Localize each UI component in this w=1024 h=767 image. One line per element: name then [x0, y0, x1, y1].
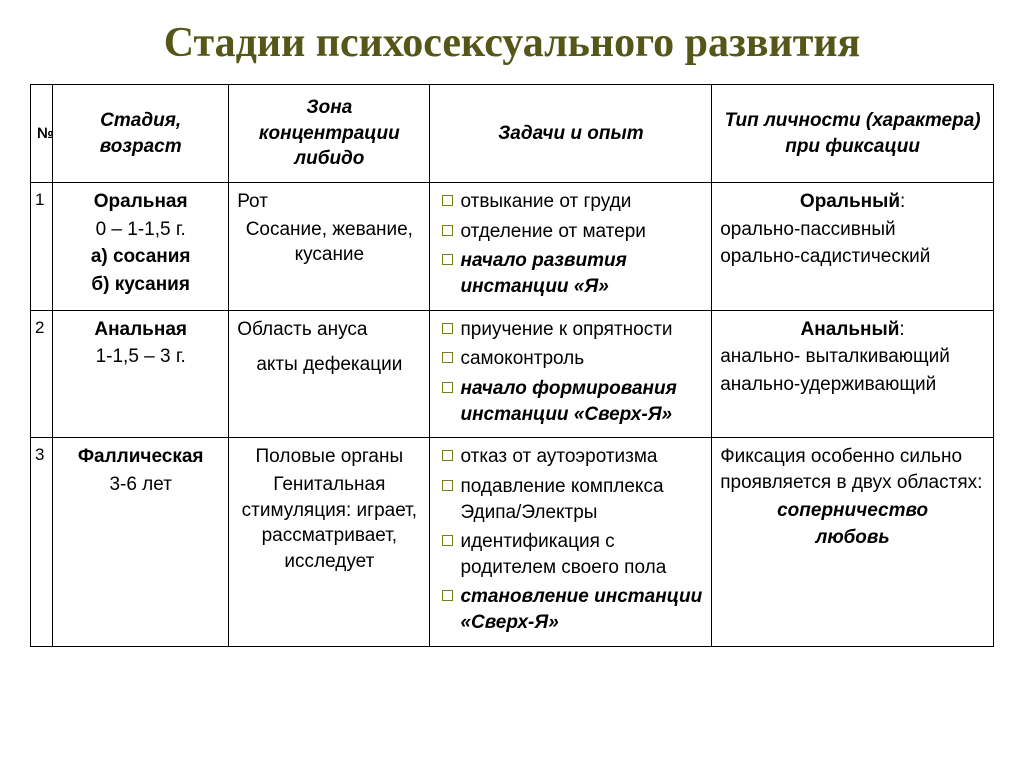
cell-stage: Фаллическая 3-6 лет — [53, 438, 229, 646]
col-header-zone: Зона концентрации либидо — [229, 85, 430, 183]
col-header-num: № — [31, 85, 53, 183]
task-item: отвыкание от груди — [442, 189, 703, 215]
cell-zone: Область ануса акты дефекации — [229, 310, 430, 438]
cell-zone: Половые органы Генитальная стимуляция: и… — [229, 438, 430, 646]
table-header-row: № Стадия, возраст Зона концентрации либи… — [31, 85, 994, 183]
cell-tasks: отказ от аутоэротизма подавление комплекс… — [430, 438, 712, 646]
task-item: идентификация с родителем своего пола — [442, 529, 703, 580]
zone-detail: Сосание, жевание, кусание — [237, 217, 421, 268]
cell-num: 1 — [31, 183, 53, 311]
page-title: Стадии психосексуального развития — [30, 20, 994, 66]
zone-detail: Генитальная стимуляция: играет, рассматр… — [237, 472, 421, 575]
zone-main: Область ануса — [237, 317, 421, 343]
cell-tasks: приучение к опрятности самоконтроль начало… — [430, 310, 712, 438]
task-item: начало формирования инстанции «Сверх-Я» — [442, 376, 703, 427]
task-item: подавление комплекса Эдипа/Электры — [442, 474, 703, 525]
stage-name: Анальная — [61, 317, 220, 343]
table-row: 2 Анальная 1-1,5 – 3 г. Область ануса ак… — [31, 310, 994, 438]
type-line: орально-пассивный — [720, 217, 985, 243]
type-title: Оральный — [800, 191, 900, 212]
zone-main: Половые органы — [237, 444, 421, 470]
cell-type: Фиксация особенно сильно проявляется в д… — [712, 438, 994, 646]
cell-zone: Рот Сосание, жевание, кусание — [229, 183, 430, 311]
task-item: начало развития инстанции «Я» — [442, 248, 703, 299]
task-list: отказ от аутоэротизма подавление комплекс… — [438, 444, 703, 635]
stages-table: № Стадия, возраст Зона концентрации либи… — [30, 84, 994, 647]
cell-num: 3 — [31, 438, 53, 646]
stage-age: 1-1,5 – 3 г. — [61, 344, 220, 370]
task-item: отделение от матери — [442, 219, 703, 245]
table-row: 3 Фаллическая 3-6 лет Половые органы Ген… — [31, 438, 994, 646]
cell-num: 2 — [31, 310, 53, 438]
cell-type: Анальный: анально- выталкивающий анально… — [712, 310, 994, 438]
zone-main: Рот — [237, 189, 421, 215]
type-title: Анальный — [801, 319, 900, 340]
col-header-type: Тип личности (характера) при фиксации — [712, 85, 994, 183]
col-header-tasks: Задачи и опыт — [430, 85, 712, 183]
task-item: становление инстанции «Сверх-Я» — [442, 584, 703, 635]
zone-detail: акты дефекации — [237, 352, 421, 378]
stage-age: 3-6 лет — [61, 472, 220, 498]
stage-name: Фаллическая — [61, 444, 220, 470]
stage-name: Оральная — [61, 189, 220, 215]
type-line: орально-садистический — [720, 244, 985, 270]
cell-type: Оральный: орально-пассивный орально-сади… — [712, 183, 994, 311]
type-line: анально- выталкивающий — [720, 344, 985, 370]
cell-stage: Анальная 1-1,5 – 3 г. — [53, 310, 229, 438]
type-intro: Фиксация особенно сильно проявляется в д… — [720, 444, 985, 495]
stage-sub-a: а) сосания — [61, 244, 220, 270]
task-list: приучение к опрятности самоконтроль начало… — [438, 317, 703, 428]
type-emph: соперничество — [720, 498, 985, 524]
task-item: самоконтроль — [442, 346, 703, 372]
task-list: отвыкание от груди отделение от матери нач… — [438, 189, 703, 300]
type-line: анально-удерживающий — [720, 372, 985, 398]
col-header-stage: Стадия, возраст — [53, 85, 229, 183]
stage-sub-b: б) кусания — [61, 272, 220, 298]
type-emph: любовь — [720, 525, 985, 551]
cell-stage: Оральная 0 – 1-1,5 г. а) сосания б) куса… — [53, 183, 229, 311]
task-item: приучение к опрятности — [442, 317, 703, 343]
stage-age: 0 – 1-1,5 г. — [61, 217, 220, 243]
cell-tasks: отвыкание от груди отделение от матери нач… — [430, 183, 712, 311]
table-row: 1 Оральная 0 – 1-1,5 г. а) сосания б) ку… — [31, 183, 994, 311]
task-item: отказ от аутоэротизма — [442, 444, 703, 470]
